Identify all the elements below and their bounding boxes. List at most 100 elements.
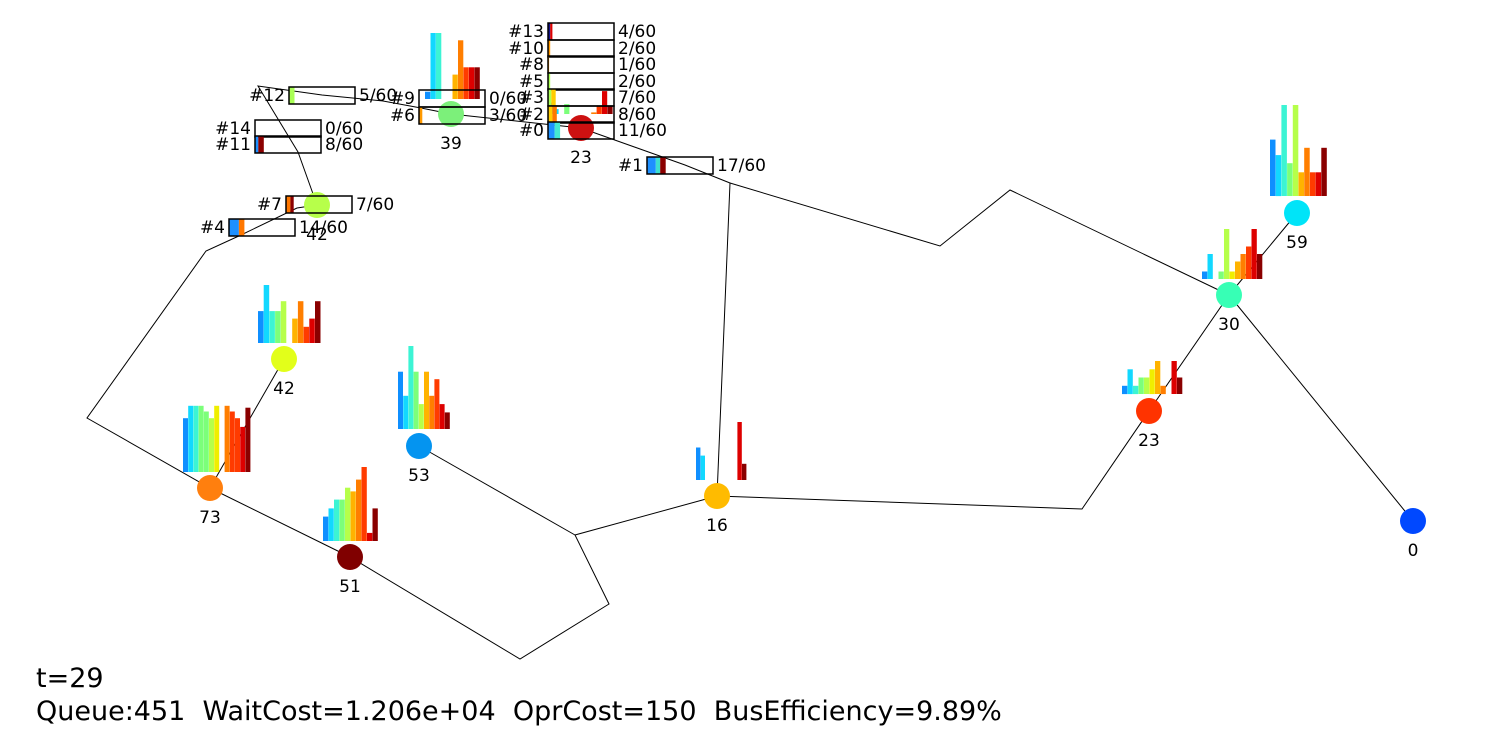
stop-b-hist-bar bbox=[235, 418, 240, 472]
stop-g-hist-bar bbox=[1246, 246, 1252, 279]
bus-11-box bbox=[254, 135, 322, 154]
stop-c-hist-bar bbox=[334, 499, 340, 541]
bus-3-load-fill bbox=[548, 89, 552, 106]
stop-f-hist-bar bbox=[1160, 385, 1166, 395]
stop-k-queue-label: 39 bbox=[440, 134, 462, 154]
stop-c-hist-bar bbox=[350, 491, 356, 541]
bus-7-load-label: 7/60 bbox=[356, 195, 394, 215]
stop-b-hist-bar bbox=[193, 405, 199, 472]
stop-b-marker bbox=[197, 475, 223, 501]
wait-cost-stat: WaitCost=1.206e+04 bbox=[202, 696, 496, 727]
stop-g-hist-bar bbox=[1218, 271, 1224, 279]
bus-0: #0 11/60 bbox=[519, 121, 667, 141]
stop-b-hist-bar bbox=[224, 405, 230, 472]
stop-g-hist-bar bbox=[1251, 229, 1257, 279]
opr-cost-stat: OprCost=150 bbox=[512, 696, 697, 727]
bus-7-load-fill bbox=[290, 196, 294, 213]
stop-f-marker bbox=[1136, 398, 1162, 424]
stop-k-marker bbox=[438, 101, 464, 127]
bus-0-load-fill bbox=[554, 122, 561, 139]
stop-k-hist-bar bbox=[469, 67, 475, 99]
bus-10-box bbox=[547, 39, 615, 58]
stop-b-hist-bar bbox=[229, 411, 235, 472]
stop-h-hist-bar bbox=[1270, 139, 1276, 196]
stop-i-queue-label: 0 bbox=[1408, 541, 1419, 561]
stop-e-hist-bar bbox=[700, 455, 705, 480]
stop-b-hist-bar bbox=[203, 411, 209, 472]
bus-0-load-label: 11/60 bbox=[618, 121, 667, 141]
stop-h-hist-bar bbox=[1315, 172, 1322, 196]
bus-11-load-label: 8/60 bbox=[325, 135, 363, 155]
stop-f-hist-bar bbox=[1138, 377, 1144, 394]
stop-e-hist-bar bbox=[696, 447, 701, 480]
time-step-label: t=29 bbox=[36, 663, 104, 694]
stop-b-queue-label: 73 bbox=[199, 508, 221, 528]
bus-2-load-fill bbox=[548, 106, 553, 123]
bus-1-box bbox=[646, 156, 714, 175]
bus-6-box bbox=[418, 106, 486, 125]
stop-a-marker bbox=[271, 346, 297, 372]
bus-2: #2 8/60 bbox=[519, 105, 656, 125]
stop-g-hist-bar bbox=[1240, 254, 1246, 279]
stop-a-hist-bar bbox=[315, 301, 321, 343]
stop-a-hist-bar bbox=[263, 285, 270, 343]
stop-c-hist-bar bbox=[361, 467, 367, 541]
bus-1-load-fill bbox=[660, 157, 666, 174]
stop-d-hist-bar bbox=[398, 371, 403, 429]
bus-4-box bbox=[228, 218, 296, 237]
stop-f-hist-bar bbox=[1122, 385, 1128, 395]
stop-l-marker bbox=[304, 192, 330, 218]
bus-0-id-label: #0 bbox=[519, 121, 544, 141]
stop-k-hist-bar bbox=[463, 67, 469, 99]
route-line-3 bbox=[1228, 212, 1298, 296]
stop-h-hist-bar bbox=[1287, 163, 1293, 196]
stop-c-hist-bar bbox=[323, 516, 329, 541]
bus-8: #8 1/60 bbox=[519, 55, 656, 75]
stop-a-hist-bar bbox=[309, 318, 315, 343]
stop-g-marker bbox=[1216, 282, 1242, 308]
stop-g-hist-bar bbox=[1235, 261, 1241, 279]
stop-k-hist-bar bbox=[425, 91, 431, 99]
stop-d-hist-bar bbox=[413, 371, 419, 429]
bus-2-id-label: #2 bbox=[519, 105, 544, 125]
stop-f-hist-bar bbox=[1149, 369, 1155, 395]
stop-f-hist-bar bbox=[1127, 369, 1133, 395]
summary-line: Queue:451 WaitCost=1.206e+04 OprCost=150… bbox=[36, 698, 1002, 725]
stop-b-hist-bar bbox=[214, 405, 220, 472]
bus-9-id-label: #9 bbox=[390, 89, 415, 109]
stop-j-marker bbox=[568, 115, 594, 141]
stop-e-hist-bar bbox=[742, 463, 747, 480]
bus-1-id-label: #1 bbox=[618, 156, 643, 176]
stop-c-queue-label: 51 bbox=[339, 577, 361, 597]
stop-g-hist-bar bbox=[1229, 271, 1235, 279]
stop-a-hist-bar bbox=[292, 318, 298, 343]
bus-5-load-fill bbox=[548, 73, 551, 90]
stop-a-hist-bar bbox=[303, 326, 310, 343]
stop-l-queue-label: 42 bbox=[306, 225, 328, 245]
bus-8-load-label: 1/60 bbox=[618, 55, 656, 75]
stop-e-queue-label: 16 bbox=[706, 516, 728, 536]
bus-7-id-label: #7 bbox=[257, 195, 282, 215]
stop-d-hist-bar bbox=[408, 346, 414, 429]
bus-2-load-fill bbox=[552, 106, 557, 123]
stop-c-hist-bar bbox=[367, 532, 373, 541]
stop-j-hist-bar bbox=[602, 91, 608, 114]
stop-d-hist-bar bbox=[403, 395, 409, 429]
bus-7-box bbox=[285, 195, 353, 214]
stop-h-hist-bar bbox=[1304, 147, 1310, 196]
stop-b-hist-bar bbox=[198, 405, 204, 472]
buses: #13 4/60#10 2/60#8 1/60#5 2/60#3 7/60#2 8/60#0… bbox=[200, 22, 766, 238]
stop-j-hist-bar bbox=[564, 104, 570, 114]
stop-c-hist-bar bbox=[372, 508, 378, 541]
bus-13-load-fill bbox=[550, 23, 553, 40]
bus-7-load-fill bbox=[286, 196, 291, 213]
bus-12-id-label: #12 bbox=[249, 86, 285, 106]
stop-g-hist-bar bbox=[1202, 271, 1208, 279]
bus-6: #6 3/60 bbox=[390, 106, 527, 126]
stop-histograms bbox=[183, 33, 1327, 541]
stop-g-hist-bar bbox=[1224, 229, 1230, 279]
stop-a-hist-bar bbox=[275, 311, 281, 343]
stop-e-hist-bar bbox=[737, 422, 742, 480]
bus-3: #3 7/60 bbox=[519, 88, 656, 108]
bus-13-id-label: #13 bbox=[508, 22, 544, 42]
